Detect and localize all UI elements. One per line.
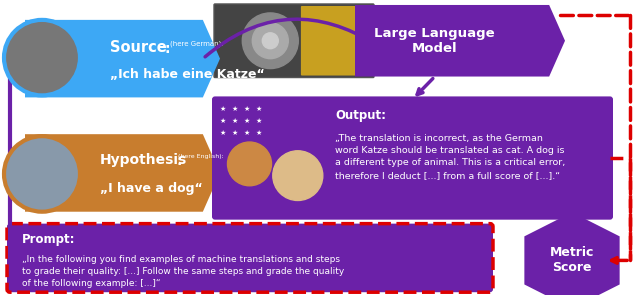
Circle shape bbox=[4, 20, 80, 95]
Text: ★: ★ bbox=[256, 130, 262, 136]
Text: ★: ★ bbox=[244, 130, 250, 136]
Text: Metric
Score: Metric Score bbox=[550, 247, 594, 274]
Text: Source: Source bbox=[110, 40, 167, 55]
Text: „The translation is incorrect, as the German
word Katze should be translated as : „The translation is incorrect, as the Ge… bbox=[335, 134, 565, 180]
Text: Large Language
Model: Large Language Model bbox=[374, 27, 495, 55]
Text: :: : bbox=[165, 42, 170, 56]
Text: :: : bbox=[177, 154, 182, 168]
Text: ★: ★ bbox=[232, 130, 238, 136]
Text: ★: ★ bbox=[220, 130, 226, 136]
Text: ★: ★ bbox=[244, 118, 250, 124]
Circle shape bbox=[262, 33, 278, 49]
Text: Prompt:: Prompt: bbox=[22, 233, 76, 246]
Polygon shape bbox=[355, 5, 565, 77]
Text: ★: ★ bbox=[244, 106, 250, 112]
Text: „I have a dog“: „I have a dog“ bbox=[100, 182, 203, 195]
Text: ★: ★ bbox=[232, 106, 238, 112]
FancyBboxPatch shape bbox=[301, 6, 369, 75]
FancyBboxPatch shape bbox=[7, 224, 493, 292]
Text: ★: ★ bbox=[256, 106, 262, 112]
Text: ★: ★ bbox=[256, 118, 262, 124]
FancyBboxPatch shape bbox=[212, 97, 613, 220]
Text: „Ich habe eine Katze“: „Ich habe eine Katze“ bbox=[110, 68, 265, 81]
Circle shape bbox=[252, 23, 288, 59]
Text: (here English):: (here English): bbox=[178, 154, 224, 159]
Circle shape bbox=[273, 151, 323, 200]
Text: „In the following you find examples of machine translations and steps
to grade t: „In the following you find examples of m… bbox=[22, 255, 344, 288]
Polygon shape bbox=[25, 20, 220, 97]
Text: (here German):: (here German): bbox=[170, 40, 224, 47]
Circle shape bbox=[4, 136, 80, 212]
Polygon shape bbox=[25, 134, 220, 212]
Text: ★: ★ bbox=[220, 106, 226, 112]
Text: ★: ★ bbox=[232, 118, 238, 124]
Text: Output:: Output: bbox=[335, 109, 386, 122]
Text: ★: ★ bbox=[220, 118, 226, 124]
FancyBboxPatch shape bbox=[214, 4, 374, 78]
FancyBboxPatch shape bbox=[214, 98, 331, 218]
Circle shape bbox=[227, 142, 271, 186]
Circle shape bbox=[243, 13, 298, 69]
Text: Hypothesis: Hypothesis bbox=[100, 153, 188, 167]
Polygon shape bbox=[524, 212, 620, 297]
